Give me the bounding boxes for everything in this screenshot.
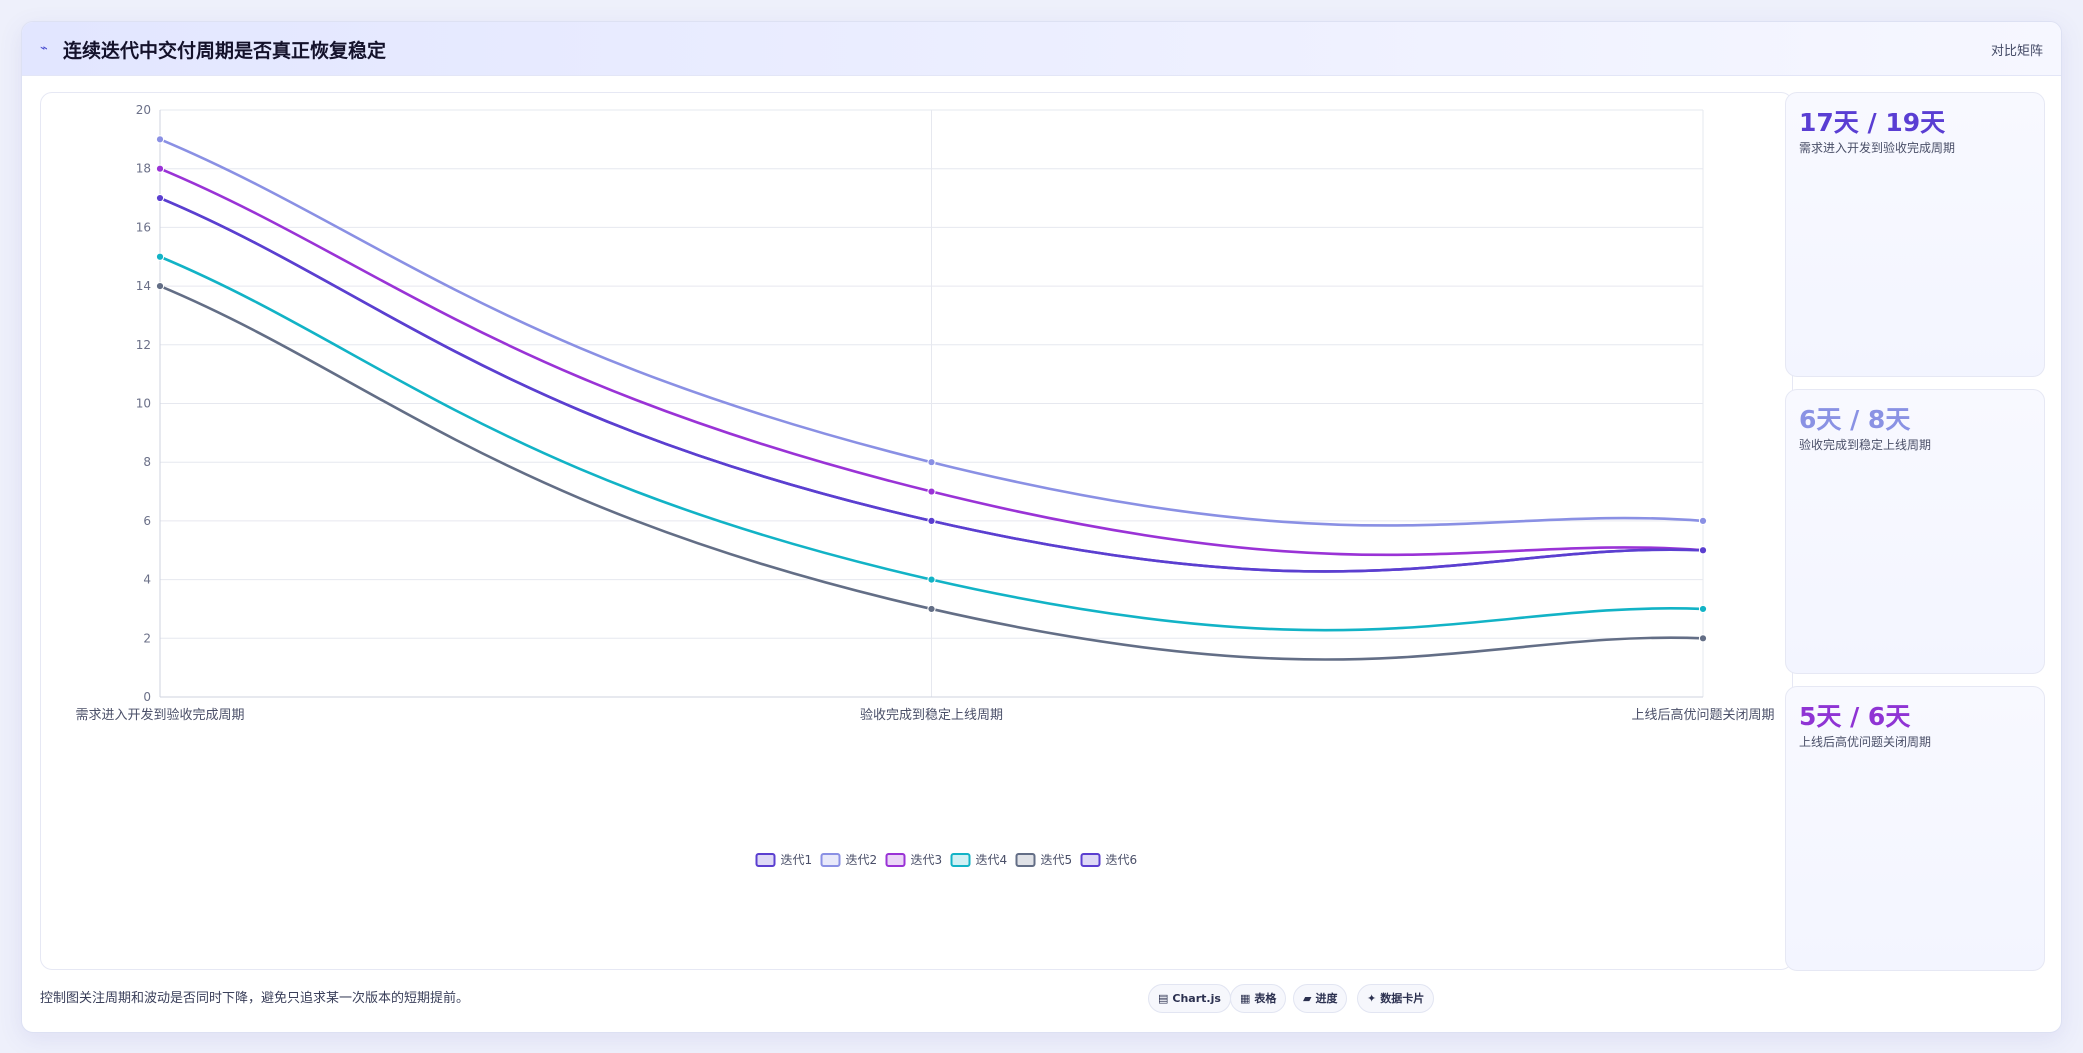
dashboard-card: ⌁ 连续迭代中交付周期是否真正恢复稳定 对比矩阵 0 2 4 6 8 10 12 14 16 18… [21,21,2062,1033]
y-tick-label: 12 [136,338,151,352]
pill-label: 表格 [1254,992,1277,1005]
y-tick-label: 8 [143,455,151,469]
data-point [1698,604,1708,614]
data-point [1698,546,1708,555]
legend-label: 迭代1 [781,853,813,867]
legend-swatch [755,853,776,867]
legend-label: 迭代5 [1041,853,1073,867]
stat-label: 需求进入开发到验收完成周期 [1799,141,1956,155]
legend-swatch [1080,853,1101,867]
data-point [155,164,165,173]
trend-icon: ⌁ [40,41,48,56]
legend-swatch [885,853,906,867]
y-tick-label: 16 [136,220,151,234]
data-point [155,135,165,144]
data-point [927,487,936,496]
stat-value: 6天 / 8天 [1799,405,1911,434]
table-icon: ▦ [1240,992,1251,1005]
comparison-matrix-link[interactable]: 对比矩阵 [1990,44,2043,59]
stat-label: 上线后高优问题关闭周期 [1799,735,1932,749]
data-cards-pill[interactable]: ✦ 数据卡片 [1357,984,1435,1013]
page-title: 连续迭代中交付周期是否真正恢复稳定 [63,40,387,62]
legend-label: 迭代4 [976,853,1008,867]
line-chart: 0 2 4 6 8 10 12 14 16 18 20 需求进入开发到验收完成周期 验收完成到稳定上线周… [75,103,1775,867]
pill-label: 数据卡片 [1380,992,1425,1005]
card-header: ⌁ 连续迭代中交付周期是否真正恢复稳定 对比矩阵 [22,22,2061,76]
legend-swatch [820,853,841,867]
pill-label: 进度 [1315,992,1338,1005]
y-tick-label: 10 [136,397,151,411]
data-point [155,252,165,261]
chartjs-pill[interactable]: ▤ Chart.js [1148,984,1231,1013]
data-point [155,193,165,203]
stat-card-dev-cycle: 17天 / 19天 需求进入开发到验收完成周期 [1785,92,2045,377]
data-point [927,604,936,614]
footer-note: 控制图关注周期和波动是否同时下降，避免只追求某一次版本的短期提前。 [40,991,470,1006]
x-tick-label: 上线后高优问题关闭周期 [1631,707,1774,723]
data-point [1698,634,1708,643]
pill-label: Chart.js [1172,992,1221,1005]
stat-card-release-cycle: 6天 / 8天 验收完成到稳定上线周期 [1785,389,2045,674]
y-tick-label: 18 [136,162,151,176]
y-tick-label: 20 [136,103,151,117]
legend-label: 迭代2 [846,853,878,867]
stat-value: 17天 / 19天 [1799,108,1946,137]
stat-card-bugfix-cycle: 5天 / 6天 上线后高优问题关闭周期 [1785,686,2045,971]
y-tick-label: 14 [136,279,151,293]
y-tick-label: 4 [143,573,151,587]
progress-pill[interactable]: ▰ 进度 [1293,984,1348,1013]
data-point [927,575,936,584]
legend-swatch [950,853,971,867]
y-tick-label: 2 [143,631,151,645]
chart-panel: 0 2 4 6 8 10 12 14 16 18 20 需求进入开发到验收完成周期 验收完成到稳定上线周… [40,92,1793,970]
data-point [927,516,936,525]
x-tick-label: 需求进入开发到验收完成周期 [75,707,244,723]
sparkle-icon: ✦ [1367,992,1377,1005]
data-point [155,282,165,291]
x-tick-label: 验收完成到稳定上线周期 [860,707,1003,723]
data-point [1698,516,1708,525]
y-tick-label: 6 [143,514,151,528]
stat-value: 5天 / 6天 [1799,702,1911,731]
y-tick-label: 0 [143,690,151,704]
legend-label: 迭代3 [911,853,943,867]
bar-chart-icon: ▤ [1158,992,1169,1005]
progress-icon: ▰ [1303,992,1312,1005]
legend-swatch [1015,853,1036,867]
table-pill[interactable]: ▦ 表格 [1230,984,1287,1013]
legend-label: 迭代6 [1106,853,1138,867]
data-point [927,458,936,467]
stat-label: 验收完成到稳定上线周期 [1799,438,1932,452]
